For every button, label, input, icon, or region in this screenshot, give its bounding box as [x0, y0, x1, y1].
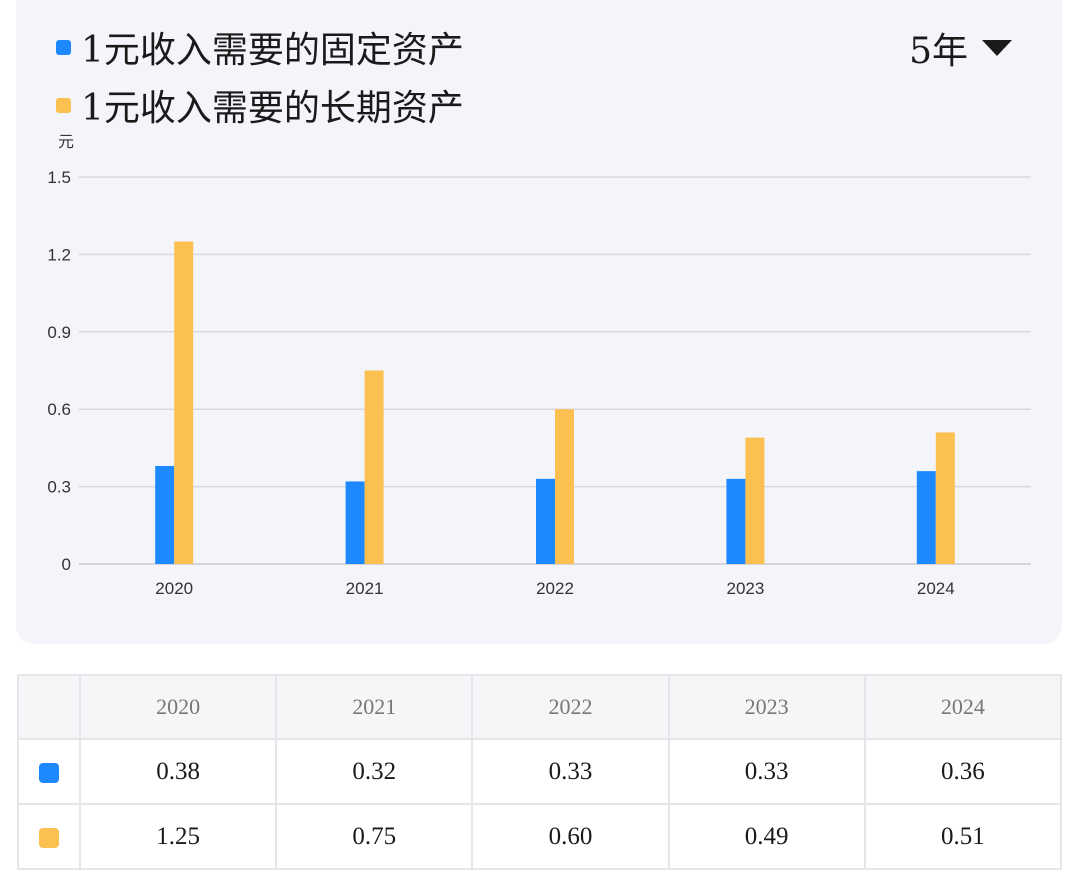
- legend-swatch-blue: [56, 39, 71, 55]
- bar-fixed-assets: [916, 471, 936, 564]
- y-tick-label: 0: [62, 555, 71, 574]
- chart-card: 1元收入需要的固定资产 1元收入需要的长期资产 5年 元 0 0.3 0.6 0.9 1…: [16, 0, 1062, 644]
- table-header-row: 2020 2021 2022 2023 2024: [17, 674, 1063, 740]
- bar-fixed-assets: [536, 478, 555, 564]
- bar-fixed-assets: [726, 478, 746, 564]
- bar-long-term-assets: [174, 241, 194, 564]
- row-swatch-yellow: [39, 827, 59, 848]
- period-selector[interactable]: 5年: [909, 22, 1012, 74]
- x-tick-label: 2024: [917, 579, 955, 598]
- table-cell: 0.51: [863, 803, 1063, 870]
- table-cell: 1.25: [78, 803, 278, 870]
- y-tick-label: 0.6: [47, 400, 71, 419]
- table-header-cell: 2022: [471, 674, 670, 740]
- caret-down-icon: [982, 40, 1012, 56]
- table-row-long-term-assets: 1.25 0.75 0.60 0.49 0.51: [17, 803, 1063, 870]
- table-cell: 0.60: [471, 803, 670, 870]
- legend-item-long-term-assets[interactable]: 1元收入需要的长期资产: [56, 76, 464, 134]
- y-axis-unit: 元: [58, 132, 75, 151]
- bar-chart: 0 0.3 0.6 0.9 1.2 1.5 2020 2021 2022 2023 2024: [47, 168, 1031, 598]
- y-tick-label: 0.9: [47, 323, 71, 342]
- bar-fixed-assets: [155, 465, 175, 564]
- chart-legend: 1元收入需要的固定资产 1元收入需要的长期资产: [56, 18, 464, 134]
- legend-label: 1元收入需要的长期资产: [81, 88, 464, 129]
- row-swatch-cell: [17, 738, 81, 805]
- table-header-cell: 2024: [863, 674, 1063, 740]
- x-tick-label: 2020: [155, 579, 193, 598]
- table-cell: 0.32: [275, 738, 474, 805]
- bar-long-term-assets: [745, 437, 765, 564]
- legend-label: 1元收入需要的固定资产: [81, 30, 464, 71]
- table-header-cell: 2020: [78, 674, 278, 740]
- y-tick-label: 0.3: [47, 478, 71, 497]
- row-swatch-blue: [39, 762, 59, 783]
- table-corner-cell: [17, 674, 81, 740]
- x-tick-label: 2023: [726, 579, 764, 598]
- y-tick-label: 1.2: [47, 245, 71, 264]
- table-cell: 0.36: [863, 738, 1063, 805]
- bar-long-term-assets: [364, 370, 384, 564]
- legend-swatch-yellow: [56, 97, 71, 113]
- bar-long-term-assets: [935, 432, 955, 564]
- table-cell: 0.33: [667, 738, 866, 805]
- x-tick-label: 2021: [346, 579, 384, 598]
- y-tick-label: 1.5: [47, 168, 71, 187]
- table-cell: 0.38: [78, 738, 278, 805]
- table-cell: 0.49: [667, 803, 866, 870]
- data-table: 2020 2021 2022 2023 2024 0.38 0.32 0.33 …: [17, 674, 1063, 870]
- table-cell: 0.75: [275, 803, 474, 870]
- table-row-fixed-assets: 0.38 0.32 0.33 0.33 0.36: [17, 738, 1063, 805]
- bar-fixed-assets: [345, 481, 365, 564]
- x-tick-label: 2022: [536, 579, 574, 598]
- table-header-cell: 2021: [275, 674, 474, 740]
- period-label: 5年: [909, 31, 968, 72]
- table-header-cell: 2023: [667, 674, 866, 740]
- row-swatch-cell: [17, 803, 81, 870]
- table-cell: 0.33: [471, 738, 670, 805]
- bar-long-term-assets: [555, 409, 574, 564]
- legend-item-fixed-assets[interactable]: 1元收入需要的固定资产: [56, 18, 464, 76]
